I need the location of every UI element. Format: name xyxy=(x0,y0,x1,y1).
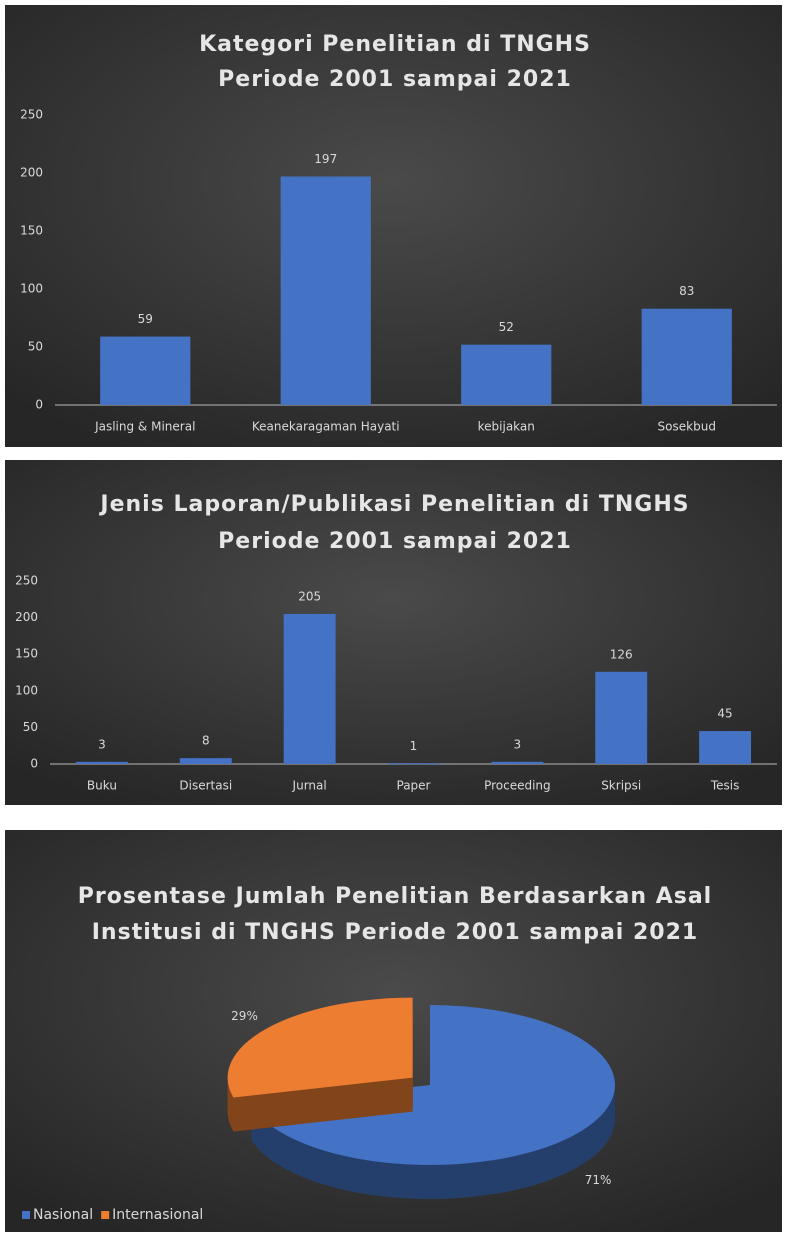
bar xyxy=(280,176,371,405)
bar xyxy=(491,761,544,764)
pie-slice-top xyxy=(227,997,413,1098)
x-tick-label: Paper xyxy=(397,779,431,793)
data-label: 197 xyxy=(314,152,337,166)
y-tick-label: 50 xyxy=(23,720,38,734)
data-label: 8 xyxy=(202,734,210,748)
x-tick-label: Tesis xyxy=(710,779,740,793)
chart-title: Periode 2001 sampai 2021 xyxy=(218,529,572,554)
bar xyxy=(100,336,191,405)
data-label: 1 xyxy=(410,739,418,753)
x-tick-label: Disertasi xyxy=(179,779,232,793)
x-tick-label: Sosekbud xyxy=(658,420,716,434)
panel xyxy=(5,460,782,805)
legend-swatch xyxy=(101,1211,110,1219)
y-tick-label: 200 xyxy=(15,610,38,624)
x-tick-label: Proceeding xyxy=(484,779,551,793)
bar xyxy=(461,344,552,405)
chart-title: Kategori Penelitian di TNGHS xyxy=(199,32,591,57)
data-label: 83 xyxy=(679,284,694,298)
x-tick-label: Jurnal xyxy=(292,779,327,793)
bar xyxy=(387,763,440,765)
data-label: 3 xyxy=(98,737,106,751)
chart-title: Institusi di TNGHS Periode 2001 sampai 2… xyxy=(92,920,698,945)
data-label: 45 xyxy=(717,707,732,721)
y-tick-label: 50 xyxy=(28,340,43,354)
y-tick-label: 150 xyxy=(15,647,38,661)
chart-title: Jenis Laporan/Publikasi Penelitian di TN… xyxy=(98,492,689,517)
x-tick-label: Jasling & Mineral xyxy=(94,420,195,434)
pie-slice xyxy=(250,1005,616,1200)
legend-swatch xyxy=(22,1211,30,1219)
chart-title: Periode 2001 sampai 2021 xyxy=(218,67,572,92)
x-tick-label: Keanekaragaman Hayati xyxy=(252,420,400,434)
bar xyxy=(179,758,232,764)
bar xyxy=(699,731,752,764)
y-tick-label: 0 xyxy=(30,757,38,771)
legend-label: Internasional xyxy=(112,1207,203,1223)
bar xyxy=(283,613,336,764)
pie-slice xyxy=(227,997,413,1132)
legend-label: Nasional xyxy=(33,1207,93,1223)
y-tick-label: 100 xyxy=(15,683,38,697)
bar xyxy=(641,308,732,405)
x-tick-label: Buku xyxy=(87,779,117,793)
pie-slice-top xyxy=(250,1005,616,1165)
y-tick-label: 150 xyxy=(20,224,43,238)
y-tick-label: 0 xyxy=(35,398,43,412)
bar xyxy=(75,761,128,764)
data-label: 126 xyxy=(610,647,633,661)
x-tick-label: kebijakan xyxy=(478,420,535,434)
y-tick-label: 100 xyxy=(20,282,43,296)
data-label: 29% xyxy=(231,1009,258,1023)
bar xyxy=(595,671,648,764)
data-label: 71% xyxy=(585,1173,612,1187)
data-label: 59 xyxy=(138,312,153,326)
y-tick-label: 250 xyxy=(20,108,43,122)
y-tick-label: 250 xyxy=(15,574,38,588)
y-tick-label: 200 xyxy=(20,166,43,180)
data-label: 52 xyxy=(499,320,514,334)
x-tick-label: Skripsi xyxy=(601,779,641,793)
data-label: 3 xyxy=(514,737,522,751)
chart-title: Prosentase Jumlah Penelitian Berdasarkan… xyxy=(78,884,712,909)
data-label: 205 xyxy=(298,589,321,603)
